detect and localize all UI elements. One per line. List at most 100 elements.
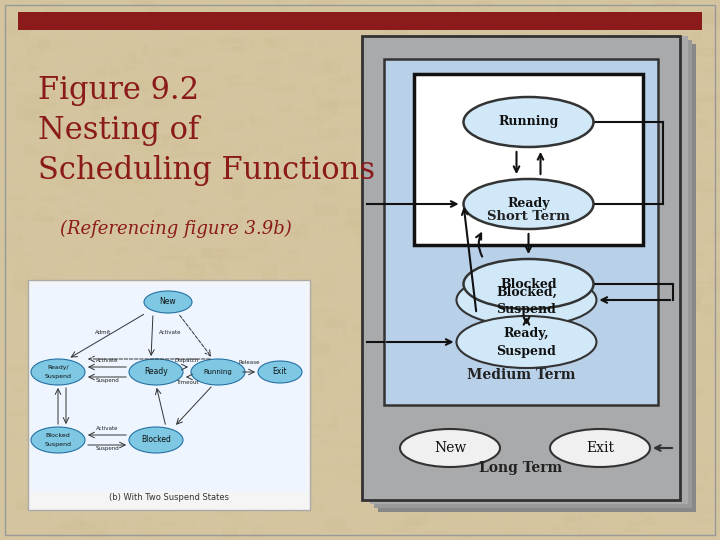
Bar (584, 325, 601, 334)
Bar (305, 316, 320, 329)
Bar (581, 180, 608, 191)
Bar (464, 21, 469, 27)
Bar (444, 338, 460, 342)
Bar (470, 376, 486, 383)
Bar (225, 501, 235, 511)
Bar (320, 347, 336, 360)
Bar (264, 71, 281, 84)
Bar (491, 192, 516, 200)
Bar (675, 293, 701, 308)
Bar (91, 317, 104, 328)
Bar (469, 310, 498, 325)
Bar (307, 42, 313, 53)
Bar (386, 144, 408, 152)
Bar (696, 504, 720, 514)
Bar (46, 412, 72, 418)
Bar (532, 301, 544, 311)
Bar (228, 33, 256, 45)
Bar (103, 471, 115, 476)
Bar (89, 281, 108, 286)
Bar (507, 451, 529, 460)
Bar (112, 214, 143, 220)
Bar (128, 375, 134, 381)
Bar (463, 285, 490, 294)
Bar (477, 453, 485, 456)
Bar (112, 244, 127, 252)
Bar (592, 163, 597, 166)
Text: (Referencing figure 3.9b): (Referencing figure 3.9b) (60, 220, 292, 238)
Bar (4, 240, 25, 251)
Bar (263, 204, 274, 212)
Text: Ready: Ready (508, 198, 550, 211)
Bar (481, 92, 507, 101)
Bar (361, 410, 369, 421)
Bar (364, 255, 387, 266)
Bar (657, 412, 680, 426)
Bar (266, 367, 294, 380)
Bar (35, 501, 56, 505)
Bar (714, 314, 720, 328)
Text: Admit: Admit (95, 330, 111, 335)
Bar (413, 309, 438, 316)
Bar (508, 316, 524, 328)
Bar (630, 66, 639, 76)
Bar (276, 387, 291, 399)
Bar (631, 521, 661, 526)
Bar (541, 262, 554, 266)
Bar (145, 95, 166, 103)
Bar (58, 263, 71, 277)
Bar (571, 44, 582, 57)
Bar (217, 314, 225, 327)
Bar (382, 288, 391, 296)
Bar (164, 133, 175, 139)
Bar (359, 183, 389, 193)
Bar (671, 163, 690, 172)
Bar (413, 205, 424, 211)
Bar (700, 158, 713, 165)
Bar (472, 51, 490, 58)
Bar (397, 375, 418, 383)
Bar (13, 382, 28, 385)
Bar (297, 313, 316, 319)
Bar (58, 180, 74, 188)
Bar (425, 435, 438, 442)
Bar (189, 361, 207, 374)
Bar (49, 215, 55, 221)
Bar (599, 315, 613, 322)
Bar (323, 422, 337, 431)
Bar (556, 361, 571, 372)
Bar (37, 39, 50, 51)
Bar (281, 321, 307, 331)
Bar (158, 255, 187, 261)
Bar (358, 462, 364, 468)
Text: Timeout: Timeout (176, 380, 198, 385)
Bar (561, 203, 585, 218)
Bar (383, 189, 392, 193)
Bar (667, 468, 683, 474)
Bar (235, 422, 246, 433)
Bar (471, 267, 492, 280)
Bar (300, 236, 326, 249)
Bar (162, 69, 186, 72)
Bar (296, 292, 324, 301)
Bar (590, 52, 613, 62)
Bar (505, 395, 520, 405)
Bar (375, 352, 384, 356)
Bar (706, 321, 714, 332)
Bar (645, 299, 670, 306)
Bar (232, 217, 258, 220)
Bar (153, 48, 180, 57)
Bar (143, 90, 150, 94)
Bar (354, 212, 362, 216)
Bar (119, 436, 135, 447)
Bar (20, 89, 38, 98)
Bar (287, 85, 315, 89)
Bar (626, 369, 656, 373)
Bar (690, 93, 715, 107)
Bar (24, 468, 37, 477)
Bar (112, 64, 132, 78)
Bar (606, 5, 628, 14)
Bar (688, 402, 714, 408)
Bar (75, 404, 91, 410)
Bar (125, 0, 150, 2)
